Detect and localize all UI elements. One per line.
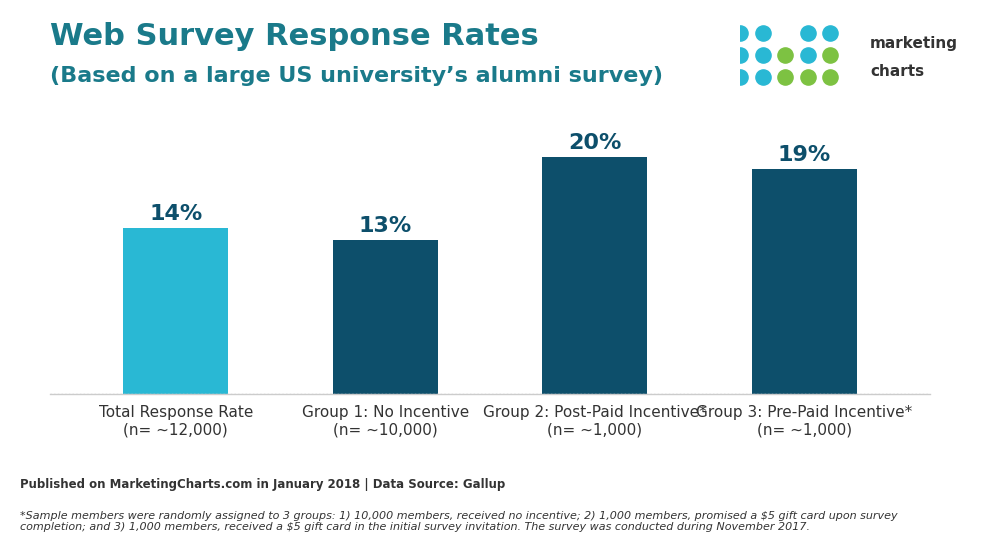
Text: 13%: 13% [359, 216, 412, 236]
Point [822, 72, 838, 81]
Point [800, 50, 816, 59]
Text: (Based on a large US university’s alumni survey): (Based on a large US university’s alumni… [50, 66, 663, 86]
Text: 19%: 19% [778, 145, 831, 165]
Bar [752, 168, 857, 394]
Text: marketing: marketing [870, 36, 958, 51]
Point [755, 72, 771, 81]
Text: *Sample members were randomly assigned to 3 groups: 1) 10,000 members, received : *Sample members were randomly assigned t… [20, 511, 898, 532]
Point [732, 28, 748, 37]
Point [822, 50, 838, 59]
Point [755, 50, 771, 59]
Text: Web Survey Response Rates: Web Survey Response Rates [50, 22, 539, 51]
Point [800, 28, 816, 37]
Point [777, 72, 793, 81]
Text: 20%: 20% [568, 133, 621, 153]
Bar [123, 228, 228, 394]
Point [755, 28, 771, 37]
Text: Published on MarketingCharts.com in January 2018 | Data Source: Gallup: Published on MarketingCharts.com in Janu… [20, 478, 505, 491]
Point [732, 50, 748, 59]
Point [732, 72, 748, 81]
Bar [542, 157, 647, 394]
Text: 14%: 14% [149, 205, 202, 224]
Point [777, 50, 793, 59]
Bar [333, 240, 438, 394]
Point [822, 28, 838, 37]
Text: charts: charts [870, 63, 924, 79]
Point [800, 72, 816, 81]
